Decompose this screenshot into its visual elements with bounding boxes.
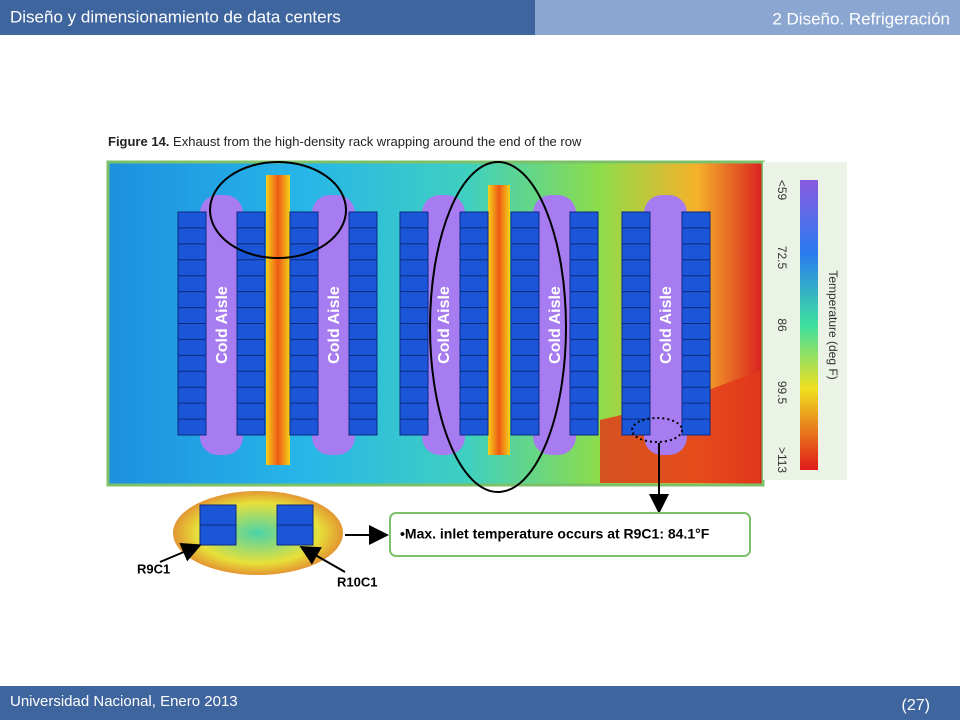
heatmap: Cold Aisle Cold Aisle Cold Aisle Cold Aisle… bbox=[106, 160, 765, 487]
rack-label: R9C1 bbox=[137, 561, 170, 576]
highlight-dotted bbox=[631, 417, 683, 443]
colorbar-tick-label: 72.5 bbox=[775, 246, 789, 270]
caption-label: Figure 14. bbox=[108, 134, 169, 149]
aisle-label: Cold Aisle bbox=[214, 286, 231, 364]
aisle-label: Cold Aisle bbox=[436, 286, 453, 364]
aisle-label: Cold Aisle bbox=[658, 286, 675, 364]
footer-bar bbox=[0, 686, 960, 720]
highlight-ellipse bbox=[429, 161, 567, 493]
inset bbox=[173, 491, 343, 575]
aisle-label: Cold Aisle bbox=[547, 286, 564, 364]
page-number: (27) bbox=[902, 697, 930, 714]
colorbar-tick-label: >113 bbox=[775, 447, 789, 473]
cold-aisle bbox=[644, 195, 687, 455]
arrow bbox=[159, 542, 202, 563]
footer-text: Universidad Nacional, Enero 2013 bbox=[10, 693, 238, 710]
cold-aisle bbox=[422, 195, 465, 455]
header-section: 2 Diseño. Refrigeración bbox=[772, 9, 950, 28]
colorbar-tick-label: <59 bbox=[775, 180, 789, 201]
hot-aisle bbox=[266, 175, 290, 465]
colorbar-title: Temperature (deg F) bbox=[826, 270, 840, 379]
figure-caption: Figure 14. Exhaust from the high-density… bbox=[108, 134, 582, 149]
callout-box bbox=[389, 512, 751, 557]
hot-aisle bbox=[488, 185, 510, 455]
header-bar-right bbox=[535, 0, 960, 35]
rack-label: R10C1 bbox=[337, 574, 377, 589]
header-title: Diseño y dimensionamiento de data center… bbox=[10, 7, 341, 26]
callout-text: •Max. inlet temperature occurs at R9C1: … bbox=[400, 526, 710, 542]
colorbar bbox=[800, 180, 818, 470]
colorbar-tick-label: 99.5 bbox=[775, 381, 789, 405]
cold-aisle bbox=[533, 195, 576, 455]
arrow bbox=[299, 546, 346, 573]
cold-aisle bbox=[200, 195, 243, 455]
colorbar-tick-label: 86 bbox=[775, 318, 789, 332]
caption-text: Exhaust from the high-density rack wrapp… bbox=[173, 134, 582, 149]
highlight-ellipse bbox=[209, 161, 347, 259]
aisle-label: Cold Aisle bbox=[326, 286, 343, 364]
cold-aisle bbox=[312, 195, 355, 455]
header-bar bbox=[0, 0, 535, 35]
